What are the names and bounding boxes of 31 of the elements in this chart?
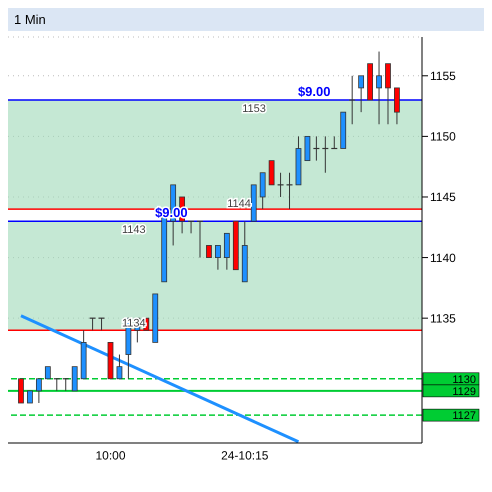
y-tick-label: 1155 [430, 69, 456, 84]
annotation: $9.00 [298, 84, 330, 100]
annotation: 1153 [242, 102, 266, 115]
candlestick [53, 378, 60, 392]
candlestick [358, 75, 364, 113]
y-tick-label: 1150 [430, 130, 456, 144]
x-tick-label: 10:00 [95, 448, 126, 463]
x-tick-label: 24-10:15 [221, 448, 269, 463]
candlestick [98, 318, 106, 331]
candlestick [36, 378, 42, 404]
y-tick-label: 1135 [430, 311, 456, 326]
candlestick [187, 220, 195, 234]
candlestick [62, 378, 70, 392]
y-tick-label: 1140 [430, 250, 456, 265]
ref-line-label: 1129 [452, 386, 476, 398]
chart-title: 1 Min [8, 8, 484, 31]
candlestick [215, 244, 221, 270]
candlestick [88, 318, 96, 331]
candlestick [27, 390, 33, 404]
candlestick [44, 366, 51, 380]
candlestick [196, 220, 204, 258]
annotation: $9.00 [155, 205, 188, 220]
y-tick-label: 1145 [430, 190, 456, 204]
ref-line-label: 1130 [452, 374, 476, 386]
candlestick [376, 51, 382, 125]
candlestick [116, 354, 122, 380]
ref-line-label: 1127 [452, 410, 476, 422]
annotation: 1134 [122, 317, 146, 330]
candlestick [206, 245, 212, 258]
annotation: 1143 [122, 224, 146, 236]
annotation: 1144 [227, 198, 251, 210]
